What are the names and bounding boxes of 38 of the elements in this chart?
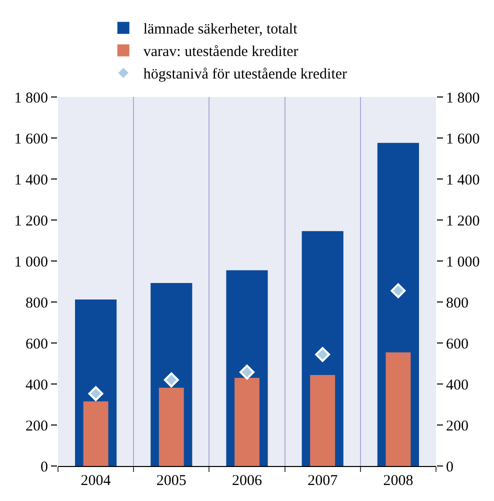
x-tick-label: 2008 xyxy=(383,473,414,489)
y-tick-label: 1 400 xyxy=(14,172,48,188)
legend-label: varav: utestående krediter xyxy=(143,44,298,60)
bar xyxy=(234,378,260,466)
y2-tick-label: 1 200 xyxy=(446,213,480,230)
y2-tick-label: 800 xyxy=(446,295,468,312)
point xyxy=(88,386,104,402)
y2-tick-label: 1 400 xyxy=(446,172,480,188)
y2-tick-label: 200 xyxy=(446,418,468,434)
bar xyxy=(158,388,184,466)
bar xyxy=(386,352,411,466)
point xyxy=(390,283,406,298)
point xyxy=(240,364,254,380)
bar xyxy=(83,401,108,466)
point xyxy=(315,346,330,362)
x-tick-label: 2007 xyxy=(308,473,338,489)
y-tick-label: 1 200 xyxy=(14,213,48,230)
y-tick-label: 800 xyxy=(26,295,48,312)
legend-label: lämnade säkerheter, totalt xyxy=(143,22,298,38)
y2-tick-label: 600 xyxy=(446,336,468,352)
y-tick-label: 400 xyxy=(26,377,48,394)
y2-tick-label: 1 600 xyxy=(446,131,480,148)
y2-tick-label: 400 xyxy=(446,377,468,394)
y-tick-label: 1 600 xyxy=(14,131,48,148)
x-tick-label: 2004 xyxy=(80,473,112,489)
bar xyxy=(310,374,336,466)
y2-tick-label: 0 xyxy=(446,459,454,476)
y2-tick-label: 1 800 xyxy=(446,90,480,106)
y-tick-label: 0 xyxy=(40,459,48,476)
y-tick-label: 1 800 xyxy=(14,90,48,106)
x-tick-label: 2005 xyxy=(156,473,186,489)
y2-tick-label: 1 000 xyxy=(446,254,480,270)
point xyxy=(164,372,179,388)
y-tick-label: 200 xyxy=(26,418,48,434)
y-tick-label: 600 xyxy=(26,336,48,352)
x-tick-label: 2006 xyxy=(232,473,262,489)
legend-label: högstanivå för utestående krediter xyxy=(143,66,348,83)
y-tick-label: 1 000 xyxy=(14,254,48,270)
